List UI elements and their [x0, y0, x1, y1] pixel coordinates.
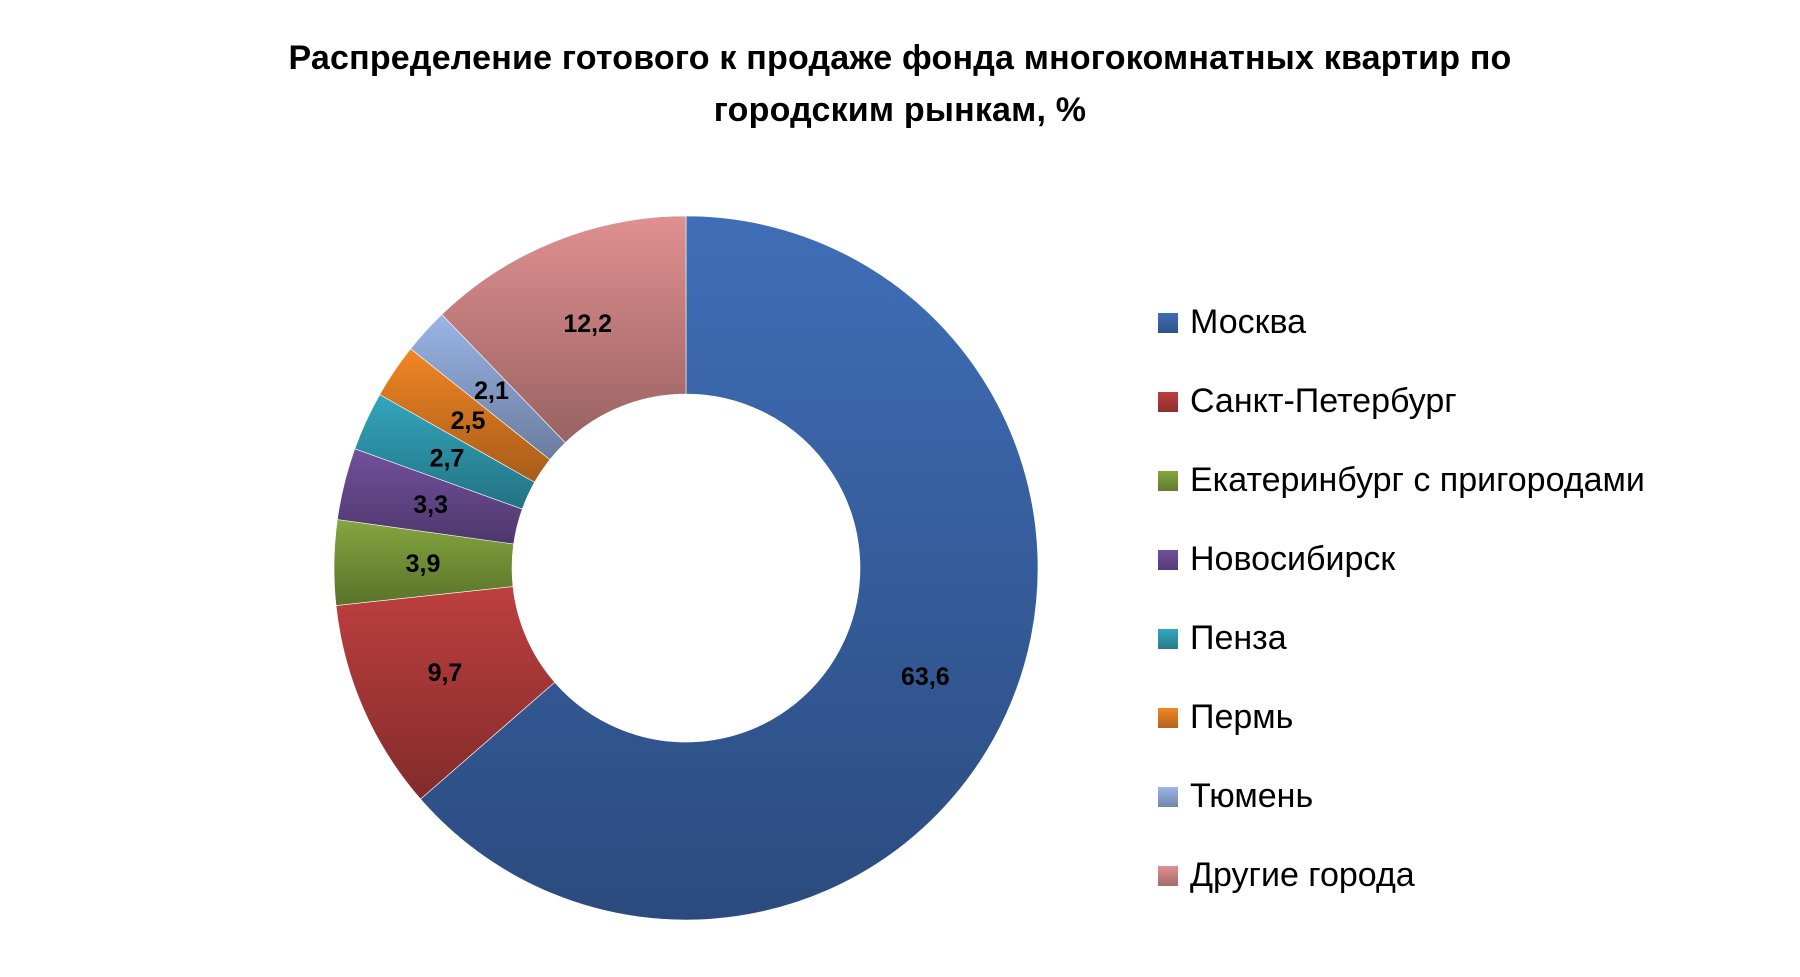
legend-item-москва: Москва	[1158, 283, 1758, 362]
slice-москва	[420, 215, 1039, 921]
legend-label: Санкт-Петербург	[1190, 382, 1457, 420]
legend-swatch	[1158, 707, 1178, 728]
chart-title: Распределение готового к продаже фонда м…	[250, 32, 1550, 136]
data-label-пенза: 2,7	[430, 444, 465, 472]
legend-item-екатеринбург-с-пригородами: Екатеринбург с пригородами	[1158, 441, 1758, 520]
slice-другие-города	[441, 215, 687, 444]
legend-item-тюмень: Тюмень	[1158, 757, 1758, 836]
donut-slices	[333, 215, 1039, 921]
data-label-москва: 63,6	[901, 663, 950, 691]
legend-item-пермь: Пермь	[1158, 678, 1758, 757]
data-label-тюмень: 2,1	[474, 377, 509, 405]
data-label-новосибирск: 3,3	[413, 491, 448, 519]
legend-label: Пенза	[1190, 619, 1287, 657]
data-label-пермь: 2,5	[451, 407, 486, 435]
legend-label: Новосибирск	[1190, 540, 1396, 578]
legend-label: Екатеринбург с пригородами	[1190, 461, 1645, 499]
data-label-другие-города: 12,2	[563, 310, 612, 338]
chart-title-line-1: Распределение готового к продаже фонда м…	[288, 39, 1512, 77]
legend-swatch	[1158, 391, 1178, 412]
legend-item-другие-города: Другие города	[1158, 836, 1758, 915]
data-label-санкт-петербург: 9,7	[428, 659, 463, 687]
legend-swatch	[1158, 470, 1178, 491]
donut-data-labels: 63,6 9,7 3,9 3,3 2,7 2,52,1 12,2	[406, 310, 950, 691]
legend-label: Пермь	[1190, 698, 1294, 736]
legend-label: Тюмень	[1190, 777, 1314, 815]
legend-item-санкт-петербург: Санкт-Петербург	[1158, 362, 1758, 441]
legend-label: Москва	[1190, 303, 1307, 341]
chart-title-line-2: городским рынкам, %	[713, 91, 1087, 129]
legend-swatch	[1158, 865, 1178, 886]
legend-label: Другие города	[1190, 856, 1415, 894]
legend: Москва Санкт-Петербург Екатеринбург с приг…	[1158, 283, 1758, 915]
data-label-екатеринбург-с-пригородами: 3,9	[406, 550, 441, 578]
legend-item-новосибирск: Новосибирск	[1158, 520, 1758, 599]
legend-swatch	[1158, 312, 1178, 333]
legend-swatch	[1158, 786, 1178, 807]
legend-swatch	[1158, 549, 1178, 570]
legend-swatch	[1158, 628, 1178, 649]
legend-item-пенза: Пенза	[1158, 599, 1758, 678]
